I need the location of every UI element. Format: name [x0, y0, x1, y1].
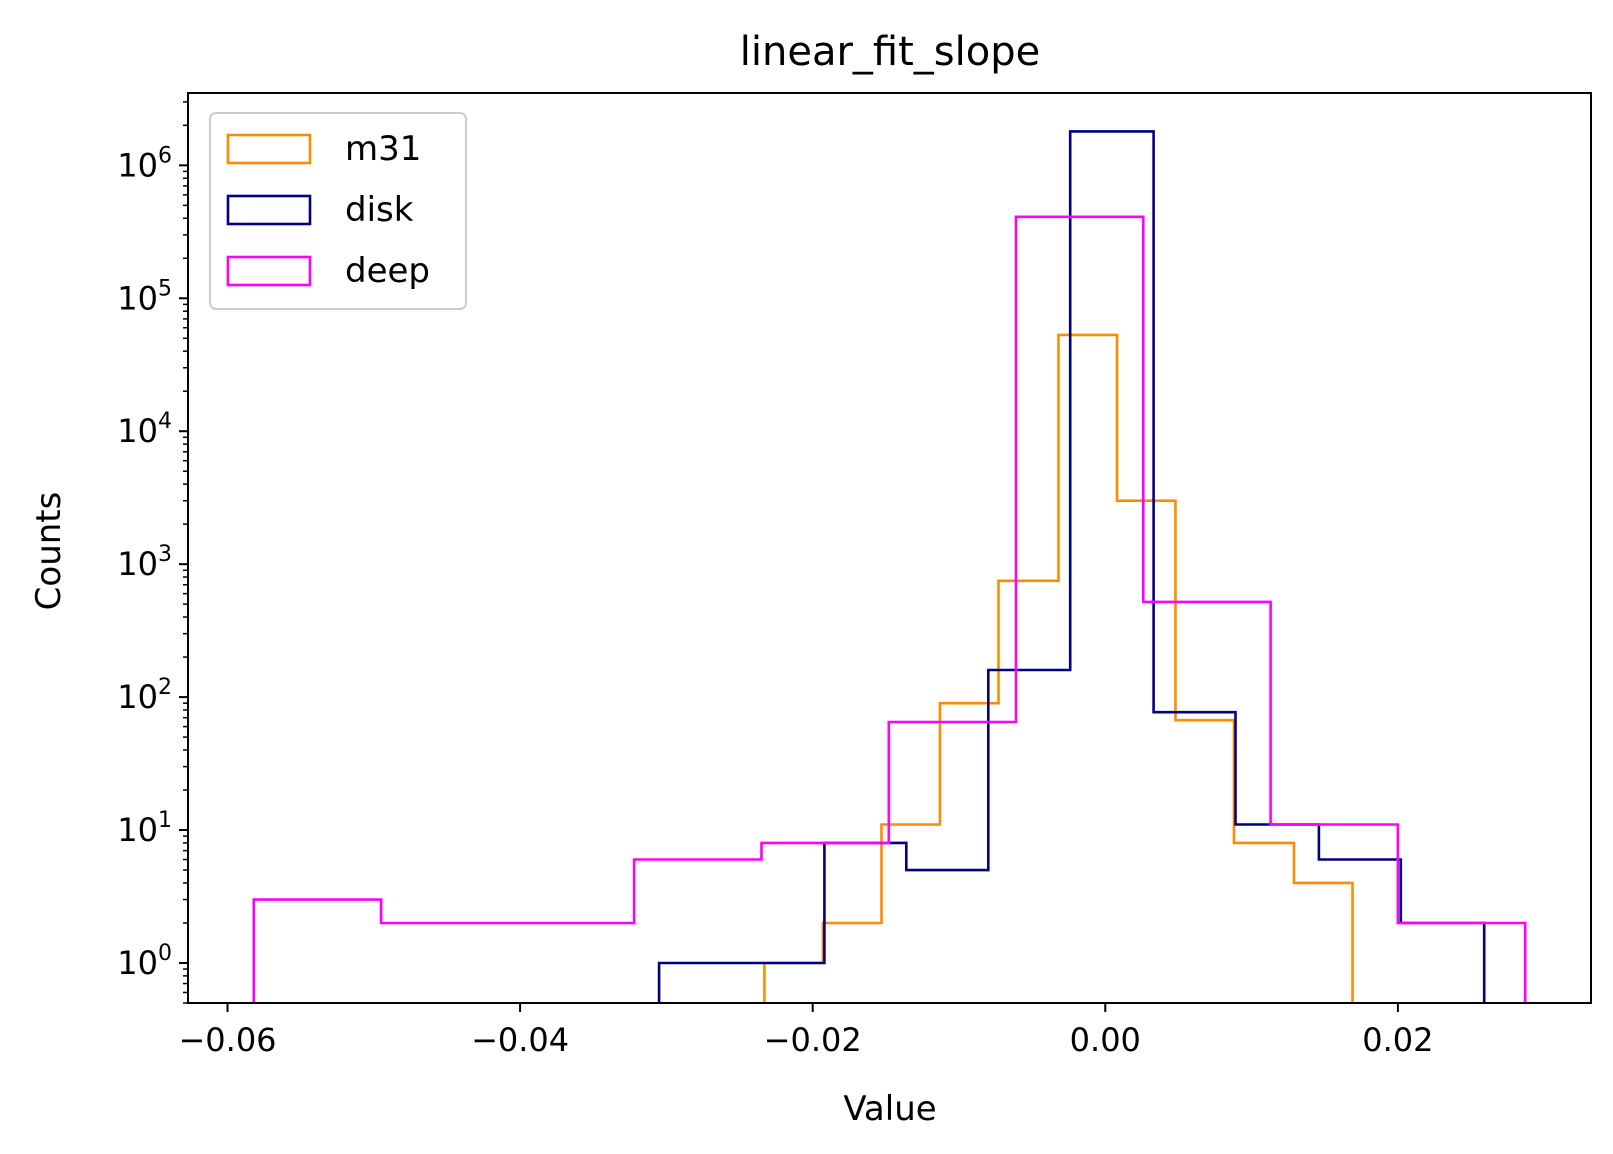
y-axis-ticks: 100 101 102 103 104 105 106	[117, 101, 188, 1004]
y-tick-label: 106	[117, 143, 172, 184]
y-tick-label: 103	[117, 542, 172, 583]
legend-swatch-m31	[226, 133, 312, 165]
y-tick-label: 102	[117, 675, 172, 716]
x-tick-label: −0.02	[764, 1021, 862, 1059]
legend: m31 disk deep	[209, 112, 467, 310]
x-axis-label: Value	[843, 1089, 936, 1129]
series-m31-outline	[763, 333, 1354, 1003]
series-deep-outline	[252, 215, 1527, 1003]
series-layer	[252, 130, 1527, 1003]
y-tick-label: 105	[117, 276, 172, 317]
x-tick-label: −0.04	[471, 1021, 569, 1059]
x-tick-label: 0.02	[1362, 1021, 1433, 1059]
legend-entries: m31 disk deep	[226, 129, 430, 291]
legend-label-disk: disk	[345, 190, 414, 230]
y-tick-label: 100	[117, 941, 172, 982]
axes-frame	[187, 92, 1592, 1004]
legend-label-m31: m31	[345, 129, 421, 169]
y-tick-label: 101	[117, 808, 172, 849]
x-tick-label: −0.06	[178, 1021, 276, 1059]
y-tick-label: 104	[117, 409, 172, 450]
legend-label-deep: deep	[345, 251, 430, 291]
legend-swatch-disk	[226, 194, 312, 226]
chart-title: linear_fit_slope	[740, 29, 1040, 75]
legend-swatch-deep	[226, 255, 312, 287]
y-axis-label: Counts	[29, 492, 69, 611]
x-tick-label: 0.00	[1070, 1021, 1141, 1059]
x-axis-ticks: −0.06 −0.04 −0.02 0.00 0.02	[178, 1003, 1434, 1059]
